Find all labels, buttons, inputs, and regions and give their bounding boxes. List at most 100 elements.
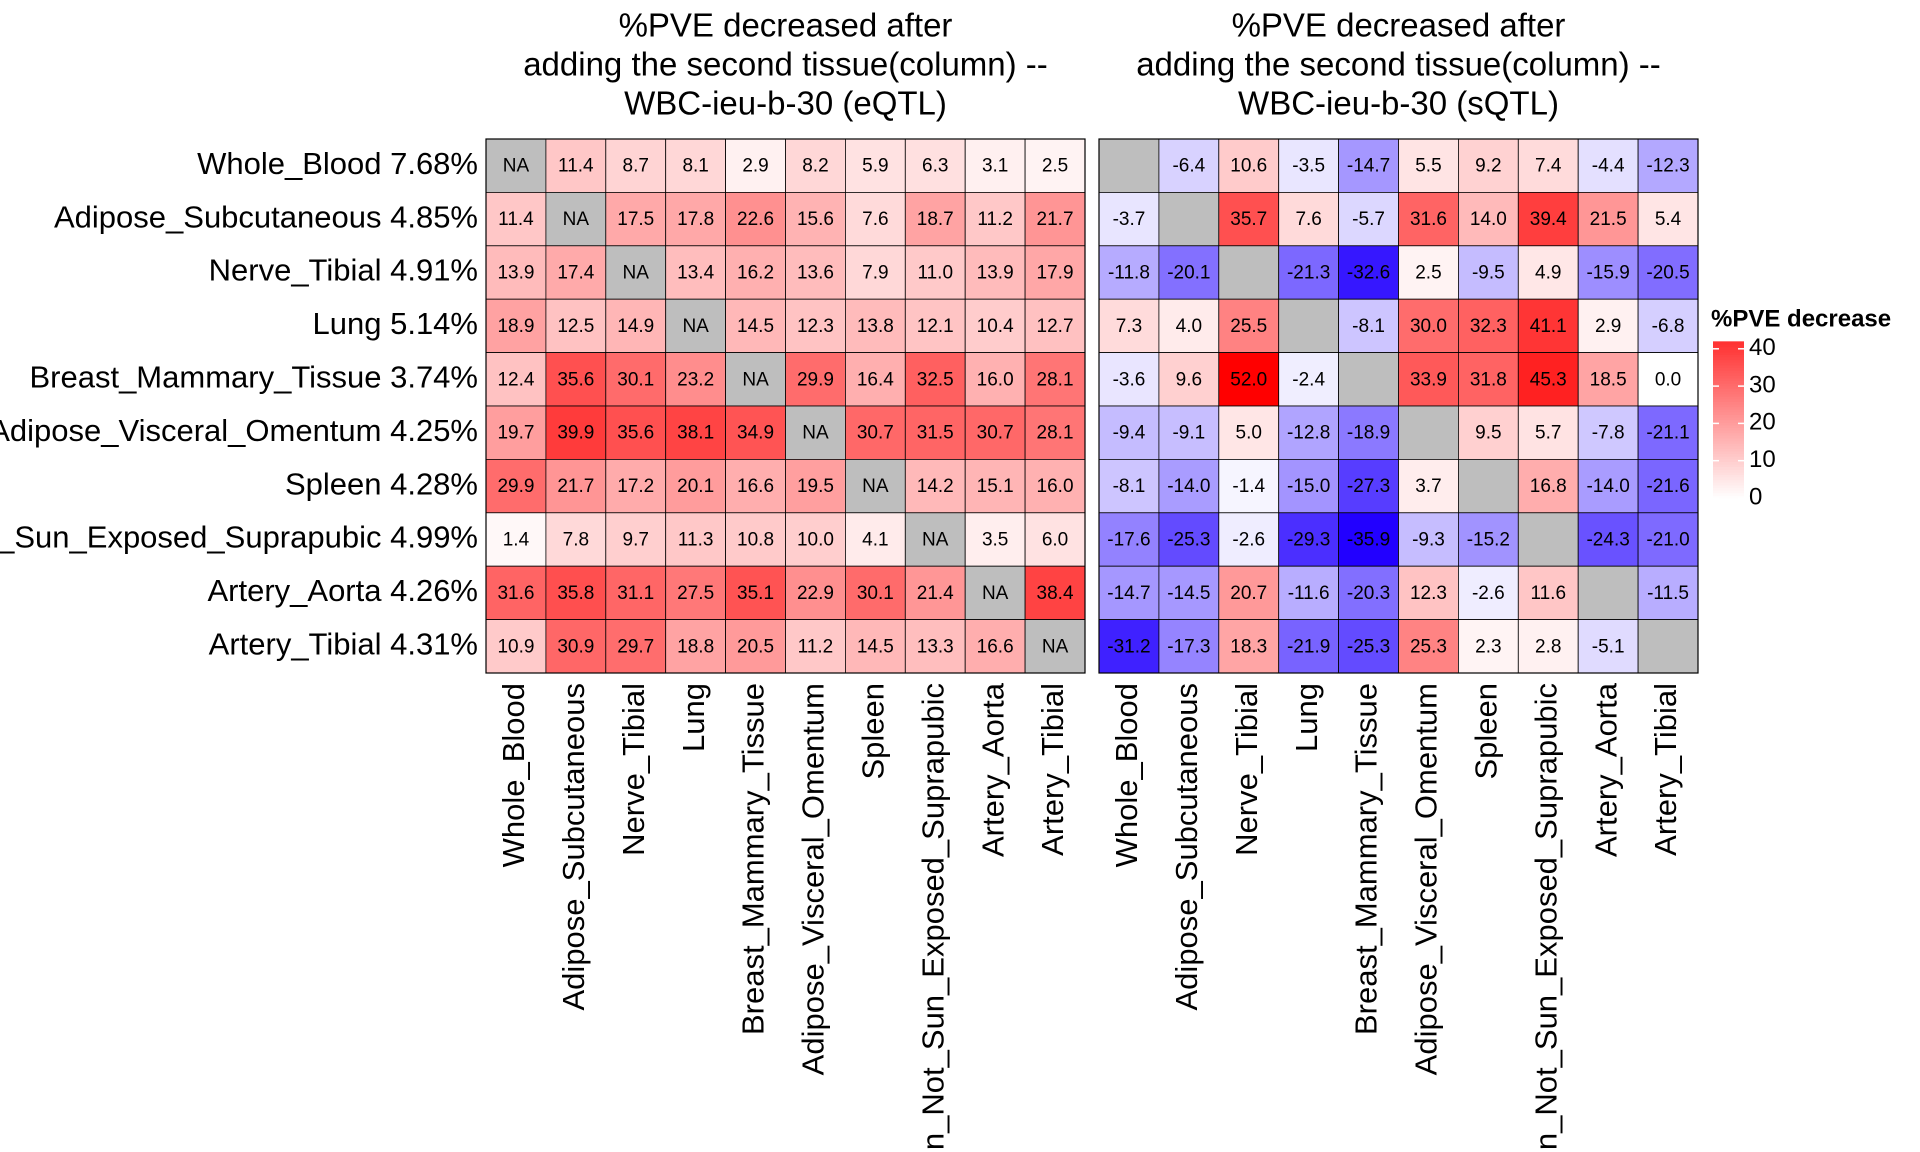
heatmap-cell [1398, 565, 1459, 621]
cell-label: 33.9 [1410, 369, 1447, 390]
cell-label: 18.5 [1590, 369, 1627, 390]
cell-label: -21.3 [1287, 263, 1330, 284]
heatmap-cell [1398, 458, 1459, 514]
cell-label: 21.5 [1590, 209, 1627, 230]
cell-label: 21.7 [557, 476, 594, 497]
cell-label: -31.2 [1107, 636, 1150, 657]
heatmap-cell [904, 245, 966, 300]
heatmap-cell [845, 619, 906, 674]
heatmap-cell [725, 619, 786, 674]
cell-label: 35.8 [557, 583, 594, 604]
cell-label: -12.3 [1646, 156, 1689, 177]
heatmap-cell [845, 191, 906, 247]
heatmap-cell [904, 512, 966, 567]
cell-label: 13.4 [677, 263, 714, 284]
cell-label: 5.4 [1655, 209, 1682, 230]
heatmap-cell [1577, 352, 1639, 407]
cell-label: -2.6 [1232, 530, 1265, 551]
row-label: Artery_Aorta 4.26% [207, 573, 478, 608]
cell-label: -9.1 [1172, 423, 1205, 444]
cell-label: 17.4 [557, 263, 594, 284]
cell-label: 35.7 [1230, 209, 1267, 230]
cell-label: -11.5 [1647, 583, 1689, 604]
cell-label: 31.1 [617, 583, 654, 604]
heatmap-cell [1517, 565, 1579, 621]
legend-gradient [1713, 398, 1744, 402]
legend-gradient [1713, 437, 1744, 442]
cell-label: -9.3 [1412, 530, 1445, 551]
cell-label: 16.8 [1530, 476, 1567, 497]
heatmap-cell [1637, 405, 1699, 460]
cell-label: 11.2 [977, 209, 1013, 230]
heatmap-cell [1098, 352, 1160, 407]
cell-label: -3.6 [1113, 369, 1146, 390]
cell-label: 15.1 [977, 476, 1014, 497]
cell-label: NA [623, 263, 650, 284]
heatmap-cell [1517, 619, 1579, 674]
column-label: Adipose_Visceral_Omentum [1409, 683, 1444, 1075]
heatmap-cell [785, 138, 846, 193]
legend-gradient [1713, 427, 1744, 431]
heatmap-cell [1398, 245, 1459, 300]
heatmap-cell [1218, 191, 1280, 247]
heatmap-cell [1458, 191, 1519, 247]
cell-label: -25.3 [1347, 636, 1390, 657]
heatmap-cell [485, 298, 547, 354]
legend-gradient [1713, 448, 1744, 452]
heatmap-cell [964, 298, 1026, 354]
cell-label: 3.1 [982, 156, 1008, 177]
cell-label: 45.3 [1530, 369, 1567, 390]
heatmap-cell [1218, 352, 1280, 407]
heatmap-cell [1398, 405, 1459, 460]
cell-label: 16.6 [977, 636, 1014, 657]
row-label: Spleen 4.28% [285, 466, 478, 501]
heatmap-cell [1458, 565, 1519, 621]
heatmap-cell [1278, 619, 1339, 674]
legend-gradient [1713, 388, 1744, 392]
cell-label: 5.5 [1415, 156, 1441, 177]
column-label: Artery_Tibial [1035, 683, 1070, 856]
legend-gradient [1713, 362, 1744, 366]
cell-label: 17.9 [1037, 263, 1074, 284]
cell-label: 18.9 [497, 316, 534, 337]
column-label: Adipose_Visceral_Omentum [796, 683, 831, 1075]
cell-label: -1.4 [1232, 476, 1265, 497]
heatmap-cell [485, 245, 547, 300]
heatmap-cell [964, 352, 1026, 407]
row-label: Lung 5.14% [313, 306, 478, 341]
cell-label: -21.1 [1646, 423, 1689, 444]
cell-label: 5.7 [1535, 423, 1561, 444]
cell-label: 7.8 [563, 530, 589, 551]
column-label: Artery_Aorta [975, 682, 1010, 857]
legend-gradient [1713, 430, 1744, 434]
column-label: Lung [676, 683, 711, 752]
cell-label: 10.6 [1230, 156, 1267, 177]
cell-label: NA [982, 583, 1009, 604]
heatmap-cell [845, 298, 906, 354]
heatmap-cell [904, 138, 966, 193]
cell-label: 8.7 [623, 156, 649, 177]
heatmap-cell [964, 565, 1026, 621]
cell-label: 52.0 [1230, 369, 1267, 390]
cell-label: 25.3 [1410, 636, 1447, 657]
cell-label: 17.5 [617, 209, 654, 230]
legend-gradient [1713, 495, 1744, 499]
cell-label: 2.5 [1415, 263, 1441, 284]
cell-label: 30.9 [557, 636, 594, 657]
cell-label: 7.6 [1295, 209, 1321, 230]
heatmap-cell [1577, 405, 1639, 460]
legend-gradient [1713, 406, 1744, 410]
cell-label: 2.3 [1475, 636, 1501, 657]
heatmap-cell [1218, 298, 1280, 354]
legend-tick-label: 40 [1749, 334, 1776, 361]
cell-label: 39.9 [557, 423, 594, 444]
heatmap-cell [605, 245, 667, 300]
heatmap-cell [725, 405, 786, 460]
heatmap-cell [845, 458, 906, 514]
cell-label: 30.7 [977, 423, 1014, 444]
column-label: Adipose_Subcutaneous [556, 683, 591, 1010]
heatmap-cell [1278, 565, 1339, 621]
heatmap-cell [964, 458, 1026, 514]
heatmap-cell [1338, 191, 1399, 247]
